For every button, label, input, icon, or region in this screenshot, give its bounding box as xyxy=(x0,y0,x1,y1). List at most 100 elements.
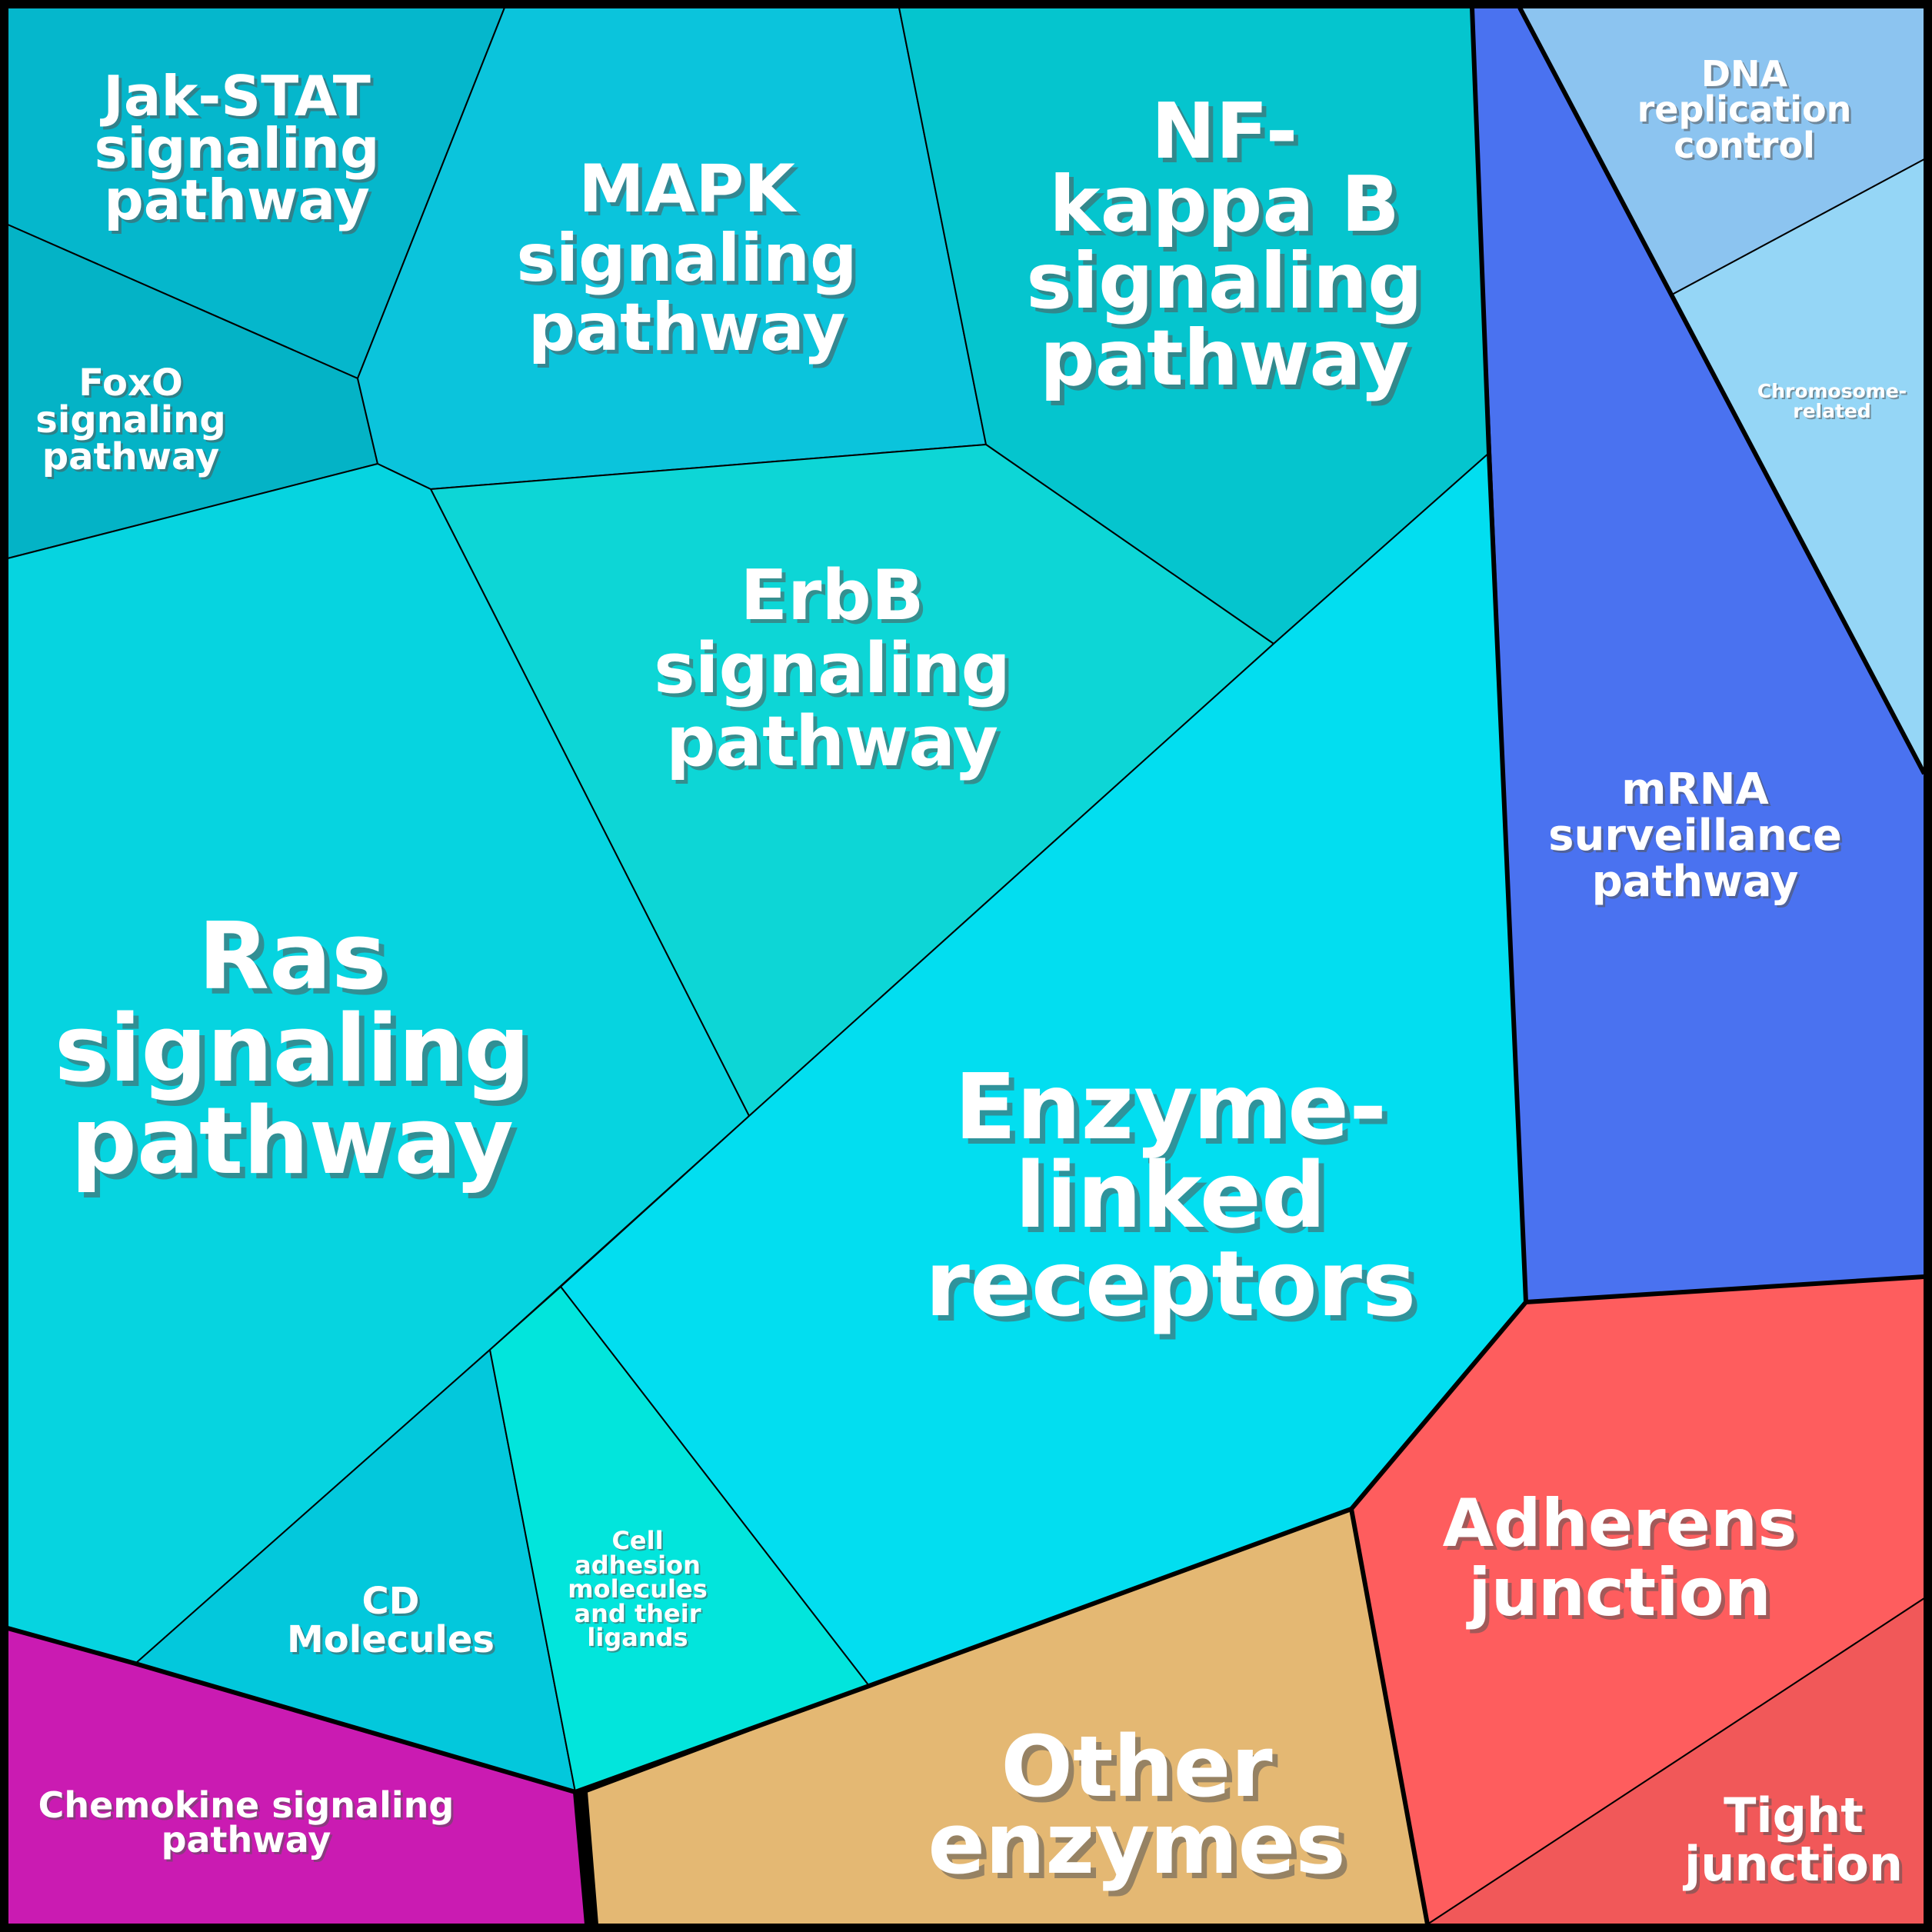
cell-label-enzyme-linked: Enzyme-Enzyme-linkedlinkedreceptorsrecep… xyxy=(925,1054,1422,1342)
label-line: Jak-STAT xyxy=(99,64,371,128)
group-border xyxy=(573,1791,589,1925)
group-border xyxy=(1517,6,1927,775)
label-shadow: ErbB xyxy=(744,559,928,640)
label-line: replication xyxy=(1637,88,1852,130)
label-shadow: pathway xyxy=(1594,859,1801,909)
label-line: Enzyme- xyxy=(954,1054,1387,1160)
label-line: surveillance xyxy=(1548,811,1842,861)
label-line: and their xyxy=(575,1599,701,1628)
label-shadow: signaling xyxy=(1031,241,1427,331)
label-line: linked xyxy=(1015,1142,1327,1248)
label-shadow: pathway xyxy=(164,1821,334,1863)
label-line: pathway xyxy=(528,289,846,366)
label-line: Other xyxy=(1001,1717,1272,1816)
label-shadow: pathway xyxy=(45,438,222,481)
label-shadow: Chromosome- xyxy=(1759,381,1908,404)
label-line: CD xyxy=(361,1580,419,1623)
label-shadow: linked xyxy=(1021,1148,1332,1254)
label-shadow: molecules xyxy=(569,1576,708,1605)
label-line: NF- xyxy=(1151,86,1297,176)
label-line: receptors xyxy=(925,1231,1417,1337)
label-shadow: signaling xyxy=(60,1001,535,1108)
label-line: signaling xyxy=(35,398,225,441)
label-shadow: adhesion xyxy=(576,1552,702,1581)
label-shadow: signaling xyxy=(520,224,861,301)
label-line: Chemokine signaling xyxy=(38,1784,455,1826)
label-shadow: receptors xyxy=(931,1236,1422,1342)
label-line: signaling xyxy=(1026,236,1422,326)
label-line: Tight xyxy=(1724,1787,1864,1844)
label-line: Ras xyxy=(198,904,387,1011)
label-shadow: pathway xyxy=(107,171,373,235)
label-shadow: and their xyxy=(576,1601,703,1630)
cell-label-dna-replication: DNADNAreplicationreplicationcontrolcontr… xyxy=(1637,53,1854,168)
label-line: pathway xyxy=(666,701,998,782)
label-shadow: Other xyxy=(1006,1723,1277,1821)
label-line: pathway xyxy=(1040,313,1409,403)
label-line: ligands xyxy=(587,1623,688,1652)
label-line: pathway xyxy=(42,435,219,478)
label-shadow: Enzyme- xyxy=(960,1059,1392,1165)
label-shadow: FoxO xyxy=(81,364,185,407)
label-shadow: pathway xyxy=(532,293,850,370)
label-line: pathway xyxy=(1592,857,1799,907)
label-line: FoxO xyxy=(78,361,183,405)
label-shadow: surveillance xyxy=(1551,813,1844,863)
label-shadow: signaling xyxy=(658,632,1014,713)
label-line: enzymes xyxy=(928,1794,1345,1893)
label-line: pathway xyxy=(162,1819,331,1860)
label-shadow: Chemokine signaling xyxy=(41,1787,457,1828)
label-shadow: signaling xyxy=(38,401,228,444)
label-line: Cell xyxy=(611,1526,663,1555)
label-shadow: NF- xyxy=(1156,91,1302,181)
labels-layer: Jak-STATJak-STATsignalingsignalingpathwa… xyxy=(35,53,1908,1898)
label-shadow: Ras xyxy=(204,909,392,1016)
label-line: kappa B xyxy=(1049,159,1400,249)
label-shadow: Tight xyxy=(1727,1790,1867,1847)
label-line: control xyxy=(1674,125,1815,166)
label-line: signaling xyxy=(94,116,379,181)
group-border xyxy=(1525,1274,1925,1304)
label-shadow: pathway xyxy=(1044,318,1414,408)
label-line: signaling xyxy=(516,220,857,297)
label-line: junction xyxy=(1682,1836,1903,1892)
cells-layer xyxy=(7,7,1925,1926)
label-shadow: ligands xyxy=(588,1624,689,1654)
label-line: Chromosome- xyxy=(1757,380,1907,402)
group-border xyxy=(1470,7,1528,1303)
label-line: molecules xyxy=(568,1574,707,1604)
label-shadow: mRNA xyxy=(1624,767,1771,817)
label-shadow: pathway xyxy=(670,705,1002,786)
label-shadow: Cell xyxy=(613,1527,665,1557)
label-shadow: enzymes xyxy=(933,1800,1351,1898)
cell-label-jak-stat: Jak-STATJak-STATsignalingsignalingpathwa… xyxy=(94,64,382,235)
label-line: Adherens xyxy=(1443,1485,1797,1562)
label-shadow: signaling xyxy=(97,119,382,184)
label-shadow: Molecules xyxy=(289,1621,497,1664)
label-shadow: junction xyxy=(1470,1558,1775,1635)
label-shadow: Adherens xyxy=(1447,1489,1801,1566)
label-shadow: pathway xyxy=(76,1094,519,1201)
label-line: mRNA xyxy=(1621,764,1769,814)
label-line: pathway xyxy=(71,1088,514,1195)
label-line: related xyxy=(1793,400,1871,422)
label-shadow: control xyxy=(1676,127,1817,168)
label-line: DNA xyxy=(1701,53,1788,95)
label-shadow: related xyxy=(1794,401,1873,424)
label-shadow: MAPK xyxy=(582,155,801,232)
cell-label-cell-adhesion: CellCelladhesionadhesionmoleculesmolecul… xyxy=(568,1526,708,1654)
label-shadow: replication xyxy=(1640,91,1854,132)
label-shadow: kappa B xyxy=(1054,164,1404,254)
label-line: pathway xyxy=(104,168,370,232)
label-line: signaling xyxy=(654,628,1011,709)
